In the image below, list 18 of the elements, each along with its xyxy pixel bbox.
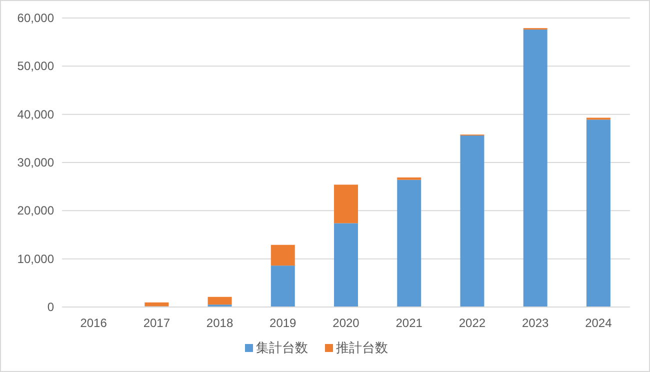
y-tick-label: 20,000 (17, 204, 54, 218)
x-tick-label: 2021 (396, 316, 423, 330)
y-tick-label: 0 (47, 300, 54, 314)
x-tick-label: 2017 (143, 316, 170, 330)
y-tick-label: 10,000 (17, 252, 54, 266)
x-tick-label: 2020 (332, 316, 360, 330)
x-tick-label: 2016 (80, 316, 108, 330)
x-tick-label: 2018 (206, 316, 234, 330)
legend-label: 集計台数 (256, 340, 308, 355)
y-tick-label: 60,000 (17, 11, 54, 25)
x-tick-label: 2022 (458, 316, 486, 330)
y-tick-label: 30,000 (17, 156, 54, 170)
x-tick-label: 2023 (522, 316, 550, 330)
y-tick-label: 50,000 (17, 59, 54, 74)
y-tick-label: 40,000 (17, 107, 54, 122)
x-tick-label: 2019 (270, 316, 297, 330)
legend-label: 推計台数 (336, 340, 388, 355)
x-tick-label: 2024 (585, 316, 612, 330)
